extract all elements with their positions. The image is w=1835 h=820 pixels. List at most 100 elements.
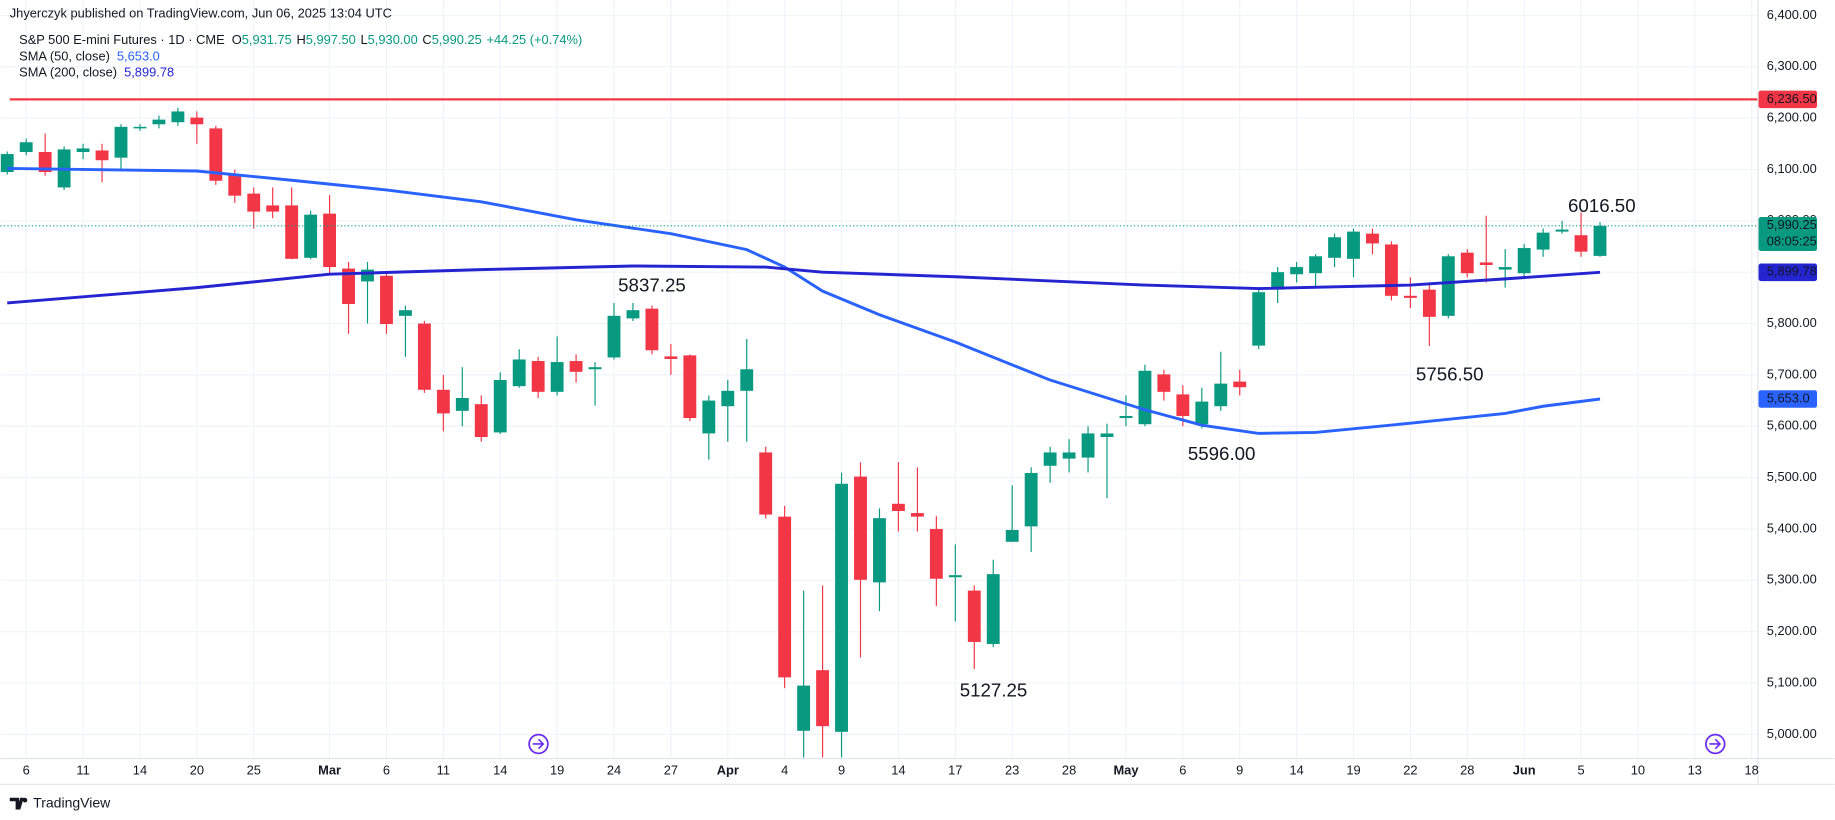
- candle-body: [569, 361, 583, 372]
- candle-body: [683, 355, 697, 419]
- candle-body: [1138, 370, 1152, 425]
- x-tick-label: 6: [383, 762, 390, 777]
- y-tick-label: 5,000.00: [1767, 726, 1817, 741]
- grid: [0, 0, 1758, 759]
- candle-body: [1271, 272, 1285, 290]
- y-tick-label: 5,100.00: [1767, 674, 1817, 689]
- sma-label-box: [1758, 263, 1818, 282]
- candle-body: [1100, 433, 1114, 438]
- x-tick-label: May: [1113, 762, 1139, 777]
- x-tick-label: 11: [76, 762, 89, 777]
- candle-body: [19, 142, 33, 153]
- x-tick-label: 28: [1460, 762, 1474, 777]
- x-tick-label: 4: [781, 762, 788, 777]
- sma-name: SMA (50, close): [19, 49, 110, 64]
- published-note: Jhyerczyk published on TradingView.com, …: [10, 5, 392, 20]
- x-tick-label: 11: [437, 762, 450, 777]
- candle-body: [702, 400, 716, 434]
- legend: Jhyerczyk published on TradingView.com, …: [10, 5, 582, 80]
- candle-body: [1233, 381, 1247, 388]
- x-tick-label: 6: [23, 762, 30, 777]
- candle-body: [1043, 452, 1057, 466]
- candle-body: [797, 685, 811, 731]
- candle-body: [285, 205, 299, 259]
- candle-body: [854, 476, 867, 580]
- candle-body: [76, 148, 90, 153]
- sma-label: 5,899.78: [1767, 264, 1817, 279]
- icon-arrow[interactable]: [532, 738, 545, 750]
- x-tick-label: 10: [1631, 762, 1645, 777]
- brand[interactable]: TradingView: [9, 794, 111, 810]
- x-tick-label: 14: [1289, 762, 1303, 777]
- candle-body: [209, 128, 223, 181]
- candle-body: [361, 269, 374, 282]
- x-tick-label: 19: [1346, 762, 1360, 777]
- candle-body: [778, 516, 792, 678]
- hline-label: 6,236.50: [1767, 91, 1817, 106]
- x-tick-label: Jun: [1513, 762, 1536, 777]
- annotation: 5756.50: [1416, 363, 1484, 384]
- candle-body: [398, 310, 412, 316]
- candle-body: [588, 367, 602, 370]
- candle-body: [873, 518, 886, 583]
- candle-body: [247, 193, 261, 212]
- candle-body: [721, 390, 735, 407]
- candle-body: [607, 315, 621, 358]
- icon-arrow[interactable]: [1709, 738, 1722, 750]
- ohlc-key: H: [296, 32, 305, 47]
- candle-body: [967, 590, 981, 642]
- candle-body: [133, 126, 147, 129]
- candle-body: [1593, 225, 1607, 256]
- ohlc-value: 5,930.00: [368, 32, 418, 47]
- candle-body: [114, 126, 128, 158]
- annotation: 5837.25: [618, 275, 686, 296]
- candle-body: [626, 310, 640, 319]
- replay-icon[interactable]: [528, 733, 549, 755]
- y-tick-label: 6,300.00: [1767, 58, 1817, 73]
- candle-body: [664, 356, 678, 359]
- ohlc-key: L: [361, 32, 368, 47]
- candle-body: [1309, 256, 1323, 274]
- y-tick-label: 6,200.00: [1767, 110, 1817, 125]
- change: +44.25 (+0.74%): [486, 32, 582, 47]
- candle-body: [531, 361, 545, 392]
- symbol: S&P 500 E-mini Futures · 1D · CME: [19, 32, 225, 47]
- sma-line: [7, 166, 1601, 435]
- y-tick-label: 5,800.00: [1767, 315, 1817, 330]
- candle-body: [1024, 472, 1038, 527]
- candle-body: [1347, 231, 1360, 259]
- y-tick-label: 5,600.00: [1767, 418, 1817, 433]
- candle-body: [171, 111, 185, 123]
- y-tick-label: 5,500.00: [1767, 469, 1817, 484]
- sma-value: 5,653.0: [117, 49, 160, 64]
- brand-logo[interactable]: [9, 797, 28, 810]
- candle-body: [1062, 452, 1076, 459]
- candle-body: [1555, 229, 1569, 232]
- brand-name[interactable]: TradingView: [33, 794, 111, 810]
- y-tick-label: 6,100.00: [1767, 161, 1817, 176]
- candle-body: [474, 404, 488, 438]
- candle-body: [512, 359, 526, 387]
- candle-body: [891, 503, 905, 511]
- x-tick-label: 5: [1577, 762, 1584, 777]
- sma-label-box: [1758, 390, 1818, 408]
- candle-body: [95, 150, 109, 161]
- sma-legend: SMA (200, close) 5,899.78: [19, 65, 174, 80]
- ohlc-value: 5,931.75: [242, 32, 292, 47]
- x-tick-label: 28: [1062, 762, 1076, 777]
- y-tick-label: 6,400.00: [1767, 7, 1817, 22]
- x-tick-label: 14: [493, 762, 507, 777]
- price-label: 5,990.25: [1767, 217, 1817, 232]
- candle-body: [1517, 248, 1531, 274]
- candle-body: [948, 575, 962, 578]
- candle-body: [1157, 374, 1171, 392]
- candle-body: [323, 213, 337, 268]
- replay-icon[interactable]: [1705, 733, 1726, 755]
- price-label-box: [1758, 217, 1818, 251]
- x-tick-label: 27: [664, 762, 678, 777]
- annotation: 5596.00: [1188, 443, 1256, 464]
- x-tick-label: 18: [1745, 762, 1759, 777]
- candle-body: [266, 205, 280, 212]
